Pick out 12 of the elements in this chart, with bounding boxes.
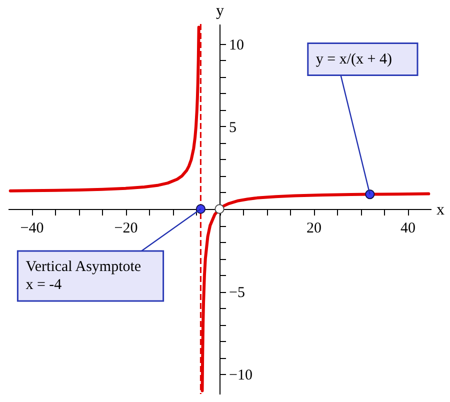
y-tick-label: −5	[229, 285, 245, 302]
annotation: y = x/(x + 4)	[316, 51, 392, 68]
x-tick-label: 20	[306, 220, 322, 236]
x-tick-label: −20	[114, 220, 138, 236]
y-tick-label: 10	[229, 37, 244, 54]
x-tick-label: −40	[20, 220, 44, 236]
y-axis-title: y	[216, 2, 224, 20]
x-axis-title: x	[436, 202, 444, 218]
y-tick-label: 5	[229, 120, 236, 136]
x-tick-label: 40	[400, 220, 416, 236]
y-tick-label: −10	[229, 368, 252, 384]
annotation: Vertical Asymptote x = -4	[26, 259, 142, 293]
